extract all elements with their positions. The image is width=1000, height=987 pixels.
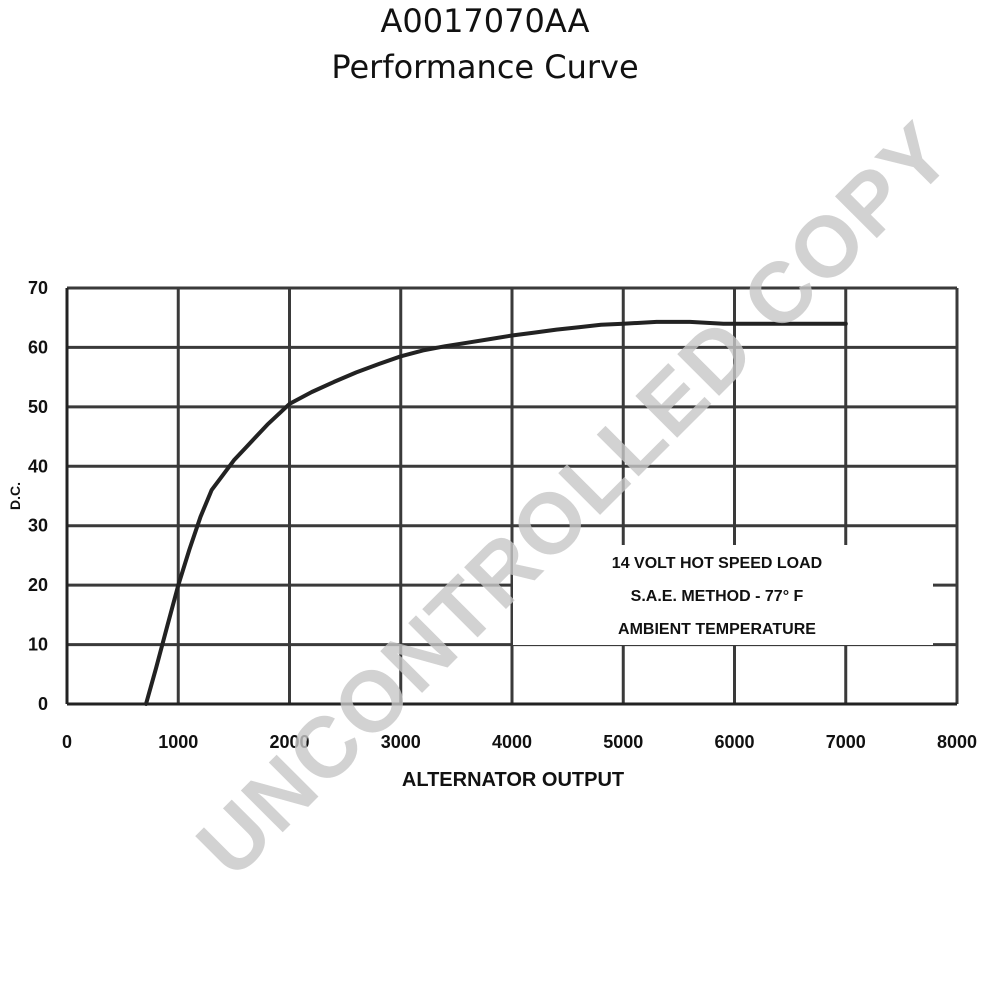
annotation-line-2: S.A.E. METHOD - 77° F	[631, 588, 804, 605]
y-tick-label: 40	[28, 456, 48, 476]
x-tick-label: 4000	[492, 732, 532, 752]
y-tick-label: 10	[28, 635, 48, 655]
annotation-box	[513, 545, 933, 645]
y-axis-label: D.C.	[7, 482, 23, 510]
x-tick-label: 8000	[937, 732, 977, 752]
chart-title: A0017070AA	[380, 2, 590, 40]
y-tick-label: 60	[28, 337, 48, 357]
y-tick-label: 30	[28, 516, 48, 536]
y-tick-label: 0	[38, 694, 48, 714]
x-tick-label: 0	[62, 732, 72, 752]
chart-subtitle: Performance Curve	[331, 48, 639, 86]
chart-axes	[65, 288, 957, 706]
x-tick-label: 3000	[381, 732, 421, 752]
x-tick-label: 7000	[826, 732, 866, 752]
tick-labels: 0 1000 2000 3000 4000 5000 6000 7000 8000 0 10 20 30…	[28, 278, 977, 752]
annotation-line-3: AMBIENT TEMPERATURE	[618, 621, 816, 638]
x-axis-label: ALTERNATOR OUTPUT	[402, 769, 624, 791]
series-line-alternator-output	[144, 319, 848, 706]
x-tick-label: 1000	[158, 732, 198, 752]
annotation-line-1: 14 VOLT HOT SPEED LOAD	[612, 555, 822, 572]
y-tick-label: 20	[28, 575, 48, 595]
x-tick-label: 2000	[269, 732, 309, 752]
x-tick-label: 5000	[603, 732, 643, 752]
y-tick-label: 50	[28, 397, 48, 417]
x-tick-label: 6000	[714, 732, 754, 752]
y-tick-label: 70	[28, 278, 48, 298]
